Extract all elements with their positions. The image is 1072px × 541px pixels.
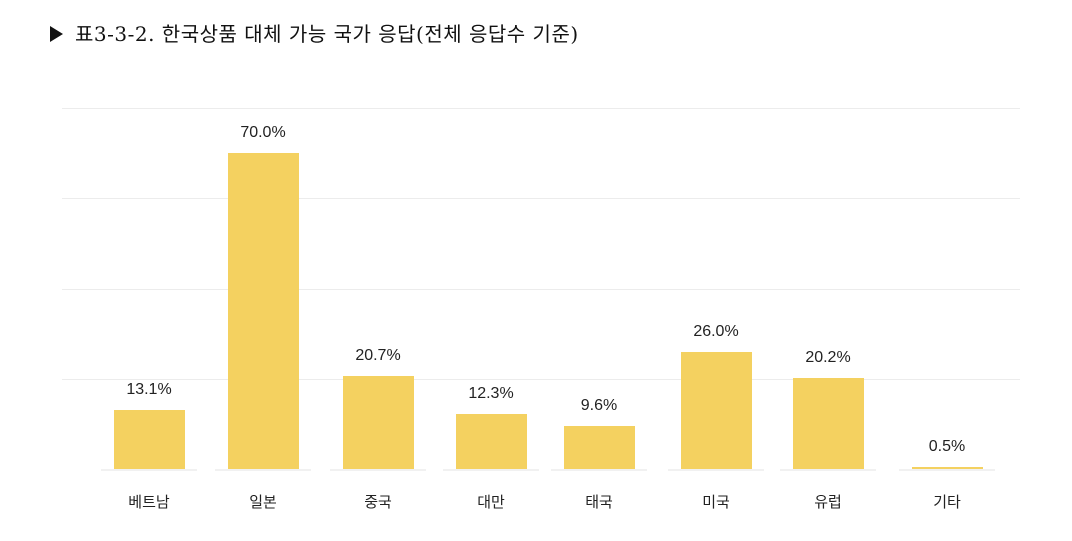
gridline: [62, 198, 1020, 199]
bar-value-label: 0.5%: [928, 438, 966, 455]
baseline-segment: [443, 469, 539, 471]
bar-value-label: 70.0%: [240, 124, 286, 141]
category-label: 대만: [477, 493, 505, 511]
gridline: [62, 289, 1020, 290]
baseline-segment: [101, 469, 197, 471]
baseline-segment: [215, 469, 311, 471]
bar-value-label: 9.6%: [580, 397, 618, 414]
baseline-segment: [899, 469, 995, 471]
category-label: 기타: [933, 493, 961, 511]
category-label: 미국: [702, 493, 730, 511]
gridline: [62, 108, 1020, 109]
chart-title: 표3-3-2. 한국상품 대체 가능 국가 응답(전체 응답수 기준): [50, 18, 579, 47]
bar: [911, 467, 983, 469]
bar: [563, 426, 635, 469]
bar-value-label: 13.1%: [126, 381, 172, 398]
category-label: 유럽: [814, 493, 842, 511]
triangle-bullet-icon: [50, 26, 63, 42]
category-label: 일본: [249, 493, 277, 511]
bar: [455, 414, 527, 469]
bar: [792, 378, 864, 469]
category-label: 중국: [364, 493, 392, 511]
bar-value-label: 20.7%: [355, 347, 401, 364]
bar-value-label: 12.3%: [468, 385, 514, 402]
baseline-segment: [780, 469, 876, 471]
plot-area: 13.1% 베트남 70.0% 일본 20.7% 중국 12.3% 대만 9.6% 태국 26.0%…: [62, 0, 1020, 541]
baseline-segment: [330, 469, 426, 471]
baseline-segment: [551, 469, 647, 471]
bar: [342, 376, 414, 469]
bar-value-label: 20.2%: [805, 349, 851, 366]
gridline: [62, 379, 1020, 380]
bar-value-label: 26.0%: [693, 323, 739, 340]
bar: [680, 352, 752, 469]
category-label: 베트남: [128, 493, 170, 511]
bar: [113, 410, 185, 469]
category-label: 태국: [585, 493, 613, 511]
chart-title-text: 표3-3-2. 한국상품 대체 가능 국가 응답(전체 응답수 기준): [75, 22, 579, 46]
bar: [227, 153, 299, 469]
baseline-segment: [668, 469, 764, 471]
